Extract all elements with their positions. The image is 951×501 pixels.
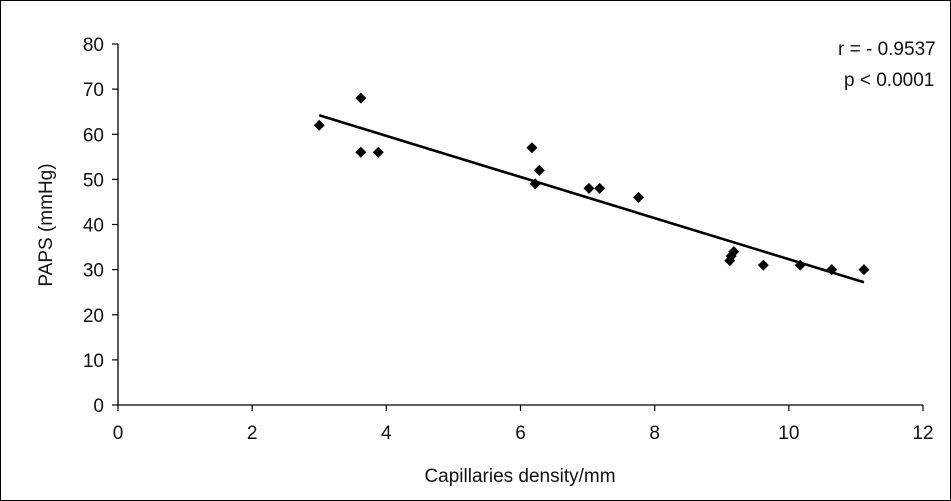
data-point xyxy=(757,259,769,271)
trendline-group xyxy=(318,114,865,284)
data-point xyxy=(533,164,545,176)
data-point xyxy=(372,146,384,158)
annotation-r: r = - 0.9537 xyxy=(838,39,936,60)
data-point xyxy=(355,92,367,104)
data-point xyxy=(594,182,606,194)
y-tick-label: 30 xyxy=(83,261,104,282)
x-axis-label: Capillaries density/mm xyxy=(424,466,615,487)
data-point xyxy=(526,142,538,154)
axes: 0 2 4 6 8 10 12 0 10 20 30 40 50 60 70 80 xyxy=(83,35,934,444)
y-tick-label: 40 xyxy=(83,216,104,237)
annotation-p: p < 0.0001 xyxy=(844,70,934,91)
data-point xyxy=(529,178,541,190)
x-tick-label: 12 xyxy=(912,423,933,444)
y-tick-label: 20 xyxy=(83,306,104,327)
y-tick-label: 80 xyxy=(83,35,104,56)
y-tick-label: 0 xyxy=(93,396,104,417)
x-tick-label: 6 xyxy=(515,423,526,444)
data-point xyxy=(313,119,325,131)
data-point xyxy=(858,264,870,276)
y-tick-label: 70 xyxy=(83,80,104,101)
y-tick-label: 50 xyxy=(83,170,104,191)
x-tick-label: 2 xyxy=(247,423,258,444)
data-points xyxy=(313,92,870,276)
data-point xyxy=(355,146,367,158)
data-point xyxy=(826,264,838,276)
data-point xyxy=(583,182,595,194)
data-point xyxy=(794,259,806,271)
x-tick-label: 10 xyxy=(778,423,799,444)
data-point xyxy=(633,191,645,203)
y-tick-label: 60 xyxy=(83,125,104,146)
x-tick-label: 4 xyxy=(381,423,392,444)
x-tick-label: 8 xyxy=(649,423,660,444)
data-point xyxy=(728,246,740,258)
trend-line xyxy=(318,114,865,284)
y-axis-label: PAPS (mmHg) xyxy=(36,163,57,286)
x-tick-label: 0 xyxy=(113,423,124,444)
y-tick-label: 10 xyxy=(83,351,104,372)
